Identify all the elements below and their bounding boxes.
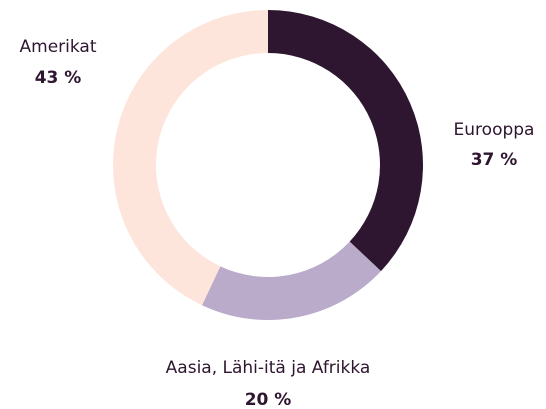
value-label: 20 % [245,390,292,409]
category-label: Eurooppa [454,120,535,140]
category-label: Aasia, Lähi-itä ja Afrikka [166,358,371,378]
donut-segment [202,241,381,320]
value-label: 37 % [471,150,518,170]
donut-segment [268,10,423,272]
category-label: Amerikat [20,37,97,57]
value-label: 43 % [35,68,82,88]
donut-segment [112,10,268,306]
